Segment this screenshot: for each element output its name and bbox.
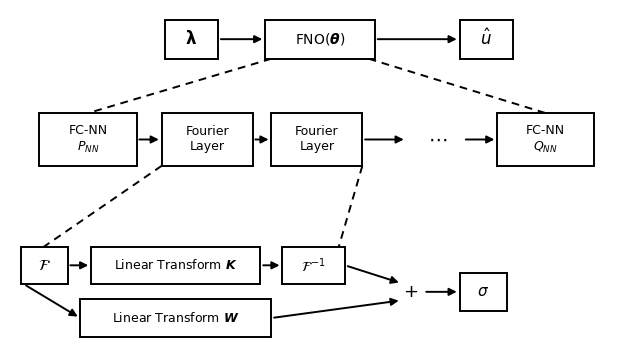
FancyBboxPatch shape (91, 247, 260, 284)
Text: FC-NN
$Q_{NN}$: FC-NN $Q_{NN}$ (526, 124, 565, 155)
FancyBboxPatch shape (497, 113, 595, 166)
FancyBboxPatch shape (80, 299, 271, 337)
Text: $\mathcal{F}^{-1}$: $\mathcal{F}^{-1}$ (301, 256, 326, 274)
Text: Fourier
Layer: Fourier Layer (186, 126, 229, 153)
FancyBboxPatch shape (20, 247, 68, 284)
FancyBboxPatch shape (282, 247, 345, 284)
Text: $\hat{u}$: $\hat{u}$ (480, 29, 492, 50)
FancyBboxPatch shape (164, 20, 218, 59)
Text: $\mathcal{F}$: $\mathcal{F}$ (38, 258, 51, 273)
Text: FC-NN
$P_{NN}$: FC-NN $P_{NN}$ (68, 124, 108, 155)
FancyBboxPatch shape (162, 113, 253, 166)
FancyBboxPatch shape (271, 113, 362, 166)
FancyBboxPatch shape (39, 113, 136, 166)
FancyBboxPatch shape (265, 20, 375, 59)
Text: Fourier
Layer: Fourier Layer (295, 126, 339, 153)
Text: $\sigma$: $\sigma$ (477, 284, 489, 299)
Text: $\boldsymbol{\lambda}$: $\boldsymbol{\lambda}$ (186, 30, 197, 48)
Text: Linear Transform $\boldsymbol{K}$: Linear Transform $\boldsymbol{K}$ (114, 258, 237, 272)
Text: FNO($\boldsymbol{\theta}$): FNO($\boldsymbol{\theta}$) (295, 31, 345, 47)
FancyBboxPatch shape (460, 273, 507, 311)
Text: Linear Transform $\boldsymbol{W}$: Linear Transform $\boldsymbol{W}$ (112, 311, 239, 325)
FancyBboxPatch shape (460, 20, 513, 59)
Text: $+$: $+$ (403, 283, 419, 301)
Text: $\cdots$: $\cdots$ (428, 130, 447, 149)
